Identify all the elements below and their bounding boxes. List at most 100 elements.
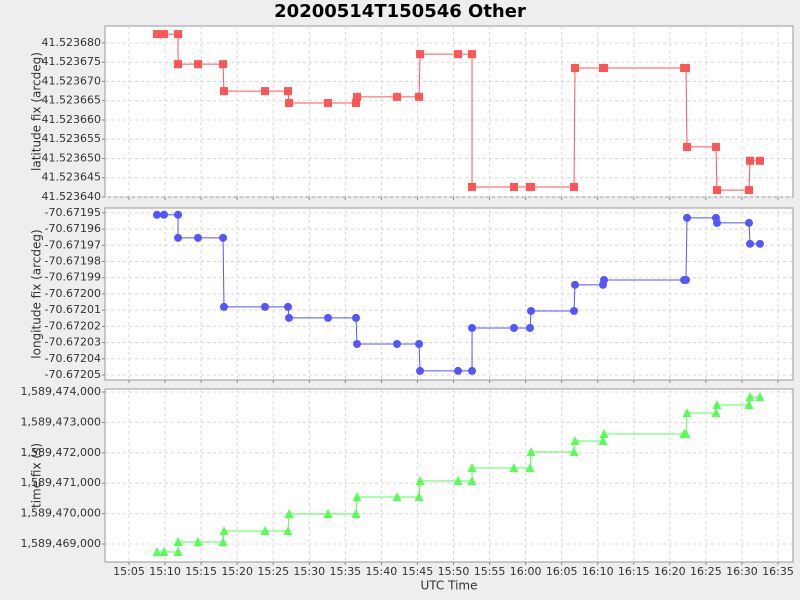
y-tick-label: 41.523680	[42, 36, 102, 49]
y-tick-label: -70.67197	[45, 238, 101, 251]
x-tick-label: 16:05	[546, 565, 578, 578]
marker	[218, 536, 228, 546]
marker	[744, 400, 754, 410]
x-tick-label: 15:15	[185, 565, 217, 578]
y-tick-label: -70.67205	[45, 368, 101, 381]
marker	[284, 509, 294, 519]
y-axis-label: longitude fix (arcdeg)	[30, 229, 44, 358]
marker	[324, 99, 333, 108]
marker	[468, 366, 477, 375]
y-tick-label: 1,589,474,000	[21, 385, 101, 398]
y-tick-label: -70.67202	[45, 319, 101, 332]
marker	[525, 463, 535, 473]
marker	[261, 87, 270, 96]
x-axis-label: UTC Time	[421, 579, 478, 593]
y-tick-label: -70.67198	[45, 254, 101, 267]
x-tick-label: 15:40	[366, 565, 398, 578]
marker	[393, 92, 402, 101]
plot-area	[104, 25, 794, 198]
x-tick-label: 15:10	[149, 565, 181, 578]
marker	[509, 463, 519, 473]
marker	[392, 492, 402, 502]
marker	[415, 340, 424, 349]
y-tick-label: 1,589,470,000	[21, 507, 101, 520]
marker	[571, 280, 580, 289]
marker	[746, 239, 755, 248]
marker	[712, 218, 721, 227]
x-tick-label: 16:35	[762, 565, 794, 578]
marker	[569, 447, 579, 457]
marker	[261, 302, 270, 311]
marker	[570, 182, 579, 191]
x-tick-label: 15:25	[257, 565, 289, 578]
x-tick-label: 15:55	[474, 565, 506, 578]
marker	[194, 60, 203, 69]
marker	[681, 63, 690, 72]
y-tick-label: 1,589,473,000	[21, 415, 101, 428]
marker	[682, 142, 691, 151]
marker	[526, 447, 536, 457]
marker	[746, 156, 755, 165]
marker	[284, 302, 293, 311]
marker	[527, 182, 536, 191]
marker	[173, 536, 183, 546]
marker	[219, 60, 228, 69]
marker	[453, 476, 463, 486]
marker	[598, 436, 608, 446]
y-tick-label: -70.67200	[45, 287, 101, 300]
marker	[260, 525, 270, 535]
series	[152, 30, 764, 195]
marker	[745, 186, 754, 195]
plot-area	[104, 388, 794, 563]
y-tick-label: 41.523650	[42, 151, 102, 164]
marker	[681, 275, 690, 284]
marker	[416, 366, 425, 375]
y-tick-label: 41.523640	[42, 190, 102, 203]
series-line	[156, 33, 760, 191]
chart-title: 20200514T150546 Other	[274, 1, 526, 22]
x-tick-label: 15:05	[113, 565, 145, 578]
x-tick-label: 16:15	[618, 565, 650, 578]
x-tick-label: 16:20	[654, 565, 686, 578]
marker	[352, 492, 362, 502]
marker	[194, 233, 203, 242]
y-axis-label: latitude fix (arcdeg)	[30, 52, 44, 171]
marker	[755, 156, 764, 165]
marker	[193, 536, 203, 546]
marker	[415, 92, 424, 101]
x-tick-label: 15:20	[221, 565, 253, 578]
y-tick-label: -70.67195	[45, 206, 101, 219]
marker	[454, 50, 463, 59]
marker	[159, 210, 168, 219]
y-tick-label: 41.523670	[42, 74, 102, 87]
marker	[711, 142, 720, 151]
marker	[174, 210, 183, 219]
marker	[570, 436, 580, 446]
marker	[570, 306, 579, 315]
marker	[755, 239, 764, 248]
x-tick-label: 15:35	[329, 565, 361, 578]
y-tick-label: -70.67204	[45, 352, 101, 365]
marker	[745, 391, 755, 401]
marker	[526, 323, 535, 332]
marker	[352, 313, 361, 322]
marker	[571, 63, 580, 72]
x-tick-label: 16:00	[510, 565, 542, 578]
marker	[173, 546, 183, 556]
marker	[283, 525, 293, 535]
marker	[284, 87, 293, 96]
marker	[285, 313, 294, 322]
marker	[468, 182, 477, 191]
y-tick-label: -70.67203	[45, 336, 101, 349]
marker	[745, 218, 754, 227]
marker	[353, 340, 362, 349]
marker	[467, 463, 477, 473]
marker	[600, 275, 609, 284]
series-line	[156, 396, 760, 553]
y-tick-label: 1,589,471,000	[21, 476, 101, 489]
marker	[219, 525, 229, 535]
marker	[454, 366, 463, 375]
marker	[174, 60, 183, 69]
marker	[219, 87, 228, 96]
marker	[415, 476, 425, 486]
